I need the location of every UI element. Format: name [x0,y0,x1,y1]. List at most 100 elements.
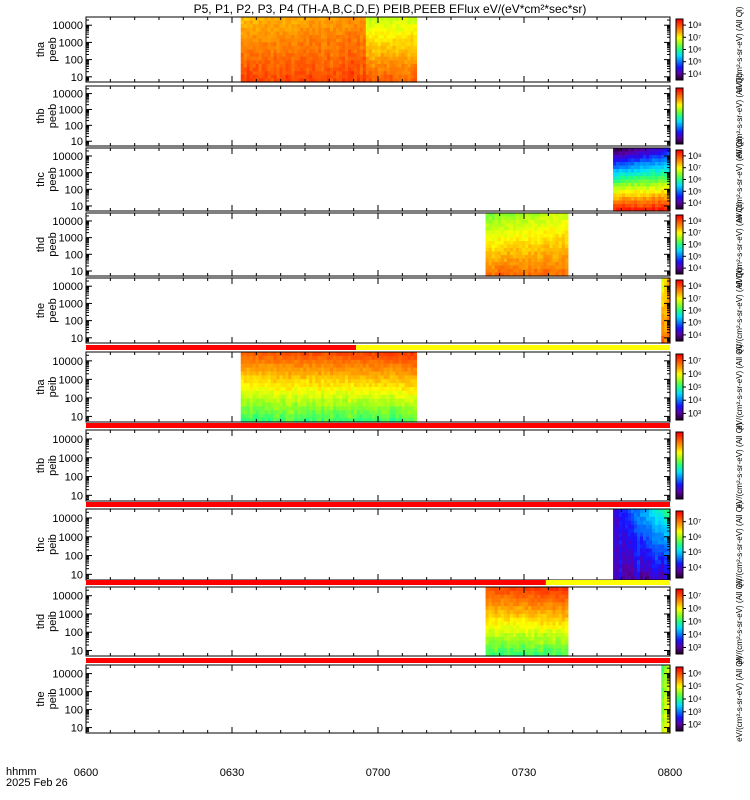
colorbar-label: eV/(cm²-s-sr-eV) (All Ql) [735,136,744,222]
heat-cell [258,375,263,380]
heat-cell [392,60,397,65]
heat-cell [631,560,635,565]
panel-ylabel-product: peeb [47,104,59,128]
heat-cell [643,532,647,538]
heat-cell [315,359,319,365]
heat-cell [561,227,566,232]
heat-cell [386,20,391,25]
heat-cell [356,379,361,384]
heat-cell [333,27,337,33]
heat-cell [500,241,505,246]
heat-cell [616,576,620,581]
heat-cell [258,371,263,376]
heat-cell [506,636,511,642]
heat-cell [291,17,295,22]
heat-cell [297,35,301,40]
heat-cell [246,63,251,69]
heat-cell [658,524,662,530]
heat-cell [350,371,355,376]
heat-cell [347,35,352,40]
heat-cell [631,158,635,163]
heat-cell [347,67,352,72]
heat-cell [353,67,358,72]
heat-cell [386,390,391,396]
heat-cell [655,560,659,565]
heat-cell [240,375,245,380]
heat-cell [509,272,514,277]
heat-cell [646,576,650,581]
heat-cell [512,606,517,611]
heat-cell [528,272,532,277]
heat-cell [350,359,355,365]
heat-cell [558,258,563,263]
heat-cell [315,17,319,22]
colorbar-swatch [676,23,683,26]
heat-cell [258,74,263,79]
heat-cell [342,418,346,423]
heat-cell [264,390,269,396]
heat-cell [270,67,275,72]
heat-cell [404,355,409,361]
heat-cell [664,183,668,188]
heat-cell [291,24,295,29]
heat-cell [664,193,668,198]
heat-cell [282,375,287,380]
heat-cell [389,359,394,365]
heat-cell [261,20,266,25]
heat-cell [291,67,295,72]
heat-cell [273,359,278,365]
heat-cell [407,394,412,400]
heat-cell [264,20,269,25]
heat-cell [347,410,352,415]
heat-cell [395,352,400,357]
heat-cell [315,24,319,29]
heat-cell [516,265,520,270]
heat-cell [270,355,275,361]
heat-cell [356,20,361,25]
heat-cell [264,394,269,400]
heat-cell [664,165,668,170]
heat-cell [637,169,641,174]
colorbar-swatch [676,92,683,95]
heat-cell [512,258,517,263]
heat-cell [658,165,662,170]
heat-cell [288,63,292,69]
colorbar-swatch [676,295,683,298]
colorbar-swatch [676,234,683,237]
heat-cell [365,410,370,415]
heat-cell [362,63,367,69]
heat-cell [506,617,511,623]
heat-cell [312,398,316,404]
heat-cell [336,56,340,61]
heat-cell [365,42,370,47]
heat-cell [664,560,668,565]
heat-cell [252,387,257,392]
heat-cell [661,151,665,156]
heat-cell [344,60,349,65]
heat-cell [558,227,563,232]
heat-cell [646,204,650,209]
heat-cell [333,67,337,72]
heat-cell [386,387,391,392]
colorbar-swatch [676,204,683,207]
heat-cell [631,151,635,156]
heat-cell [300,38,304,43]
heat-cell [353,20,358,25]
heat-cell [643,572,647,577]
heat-cell [485,269,490,274]
heat-cell [279,414,284,419]
heat-cell [288,375,292,380]
heat-cell [267,406,272,411]
heat-cell [377,45,382,51]
heat-cell [285,17,290,22]
heat-cell [398,74,403,79]
heat-cell [336,20,340,25]
heat-cell [413,42,418,47]
heat-cell [300,410,304,415]
heat-cell [404,53,409,58]
heat-cell [350,67,355,72]
heat-cell [342,398,346,404]
heat-cell [667,548,671,553]
heat-cell [555,223,560,228]
